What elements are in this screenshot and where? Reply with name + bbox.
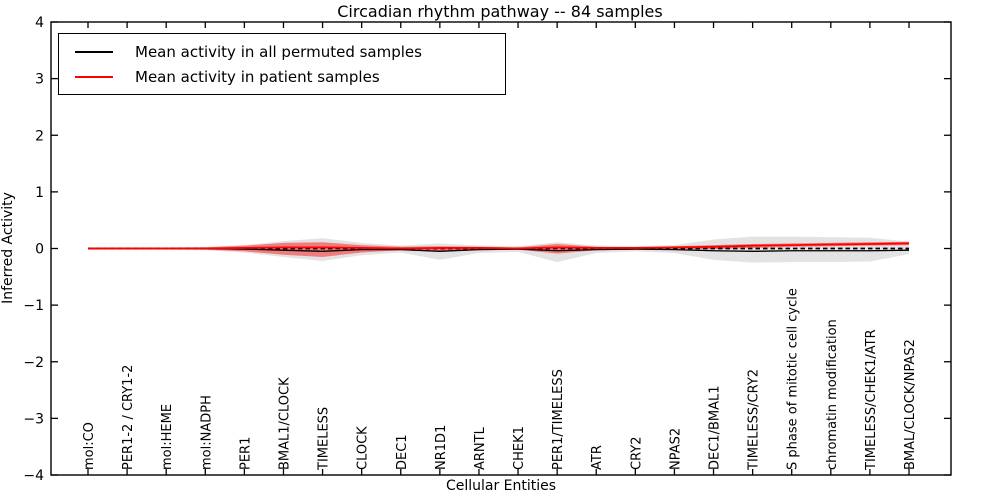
y-tick-label: −2 xyxy=(23,355,44,371)
legend-entry-permuted: Mean activity in all permuted samples xyxy=(75,43,505,61)
x-category-label: NPAS2 xyxy=(668,428,683,470)
x-category-label: chromatin modification xyxy=(825,319,840,470)
x-category-label: mol:NADPH xyxy=(199,395,214,470)
x-category-label: PER1-2 / CRY1-2 xyxy=(121,365,136,470)
y-tick-label: 1 xyxy=(35,185,44,201)
y-tick-label: 0 xyxy=(35,242,44,258)
x-axis-label: Cellular Entities xyxy=(445,478,557,494)
y-tick-label: −4 xyxy=(23,468,44,484)
x-category-label: S phase of mitotic cell cycle xyxy=(786,288,801,470)
y-tick-label: −3 xyxy=(23,411,44,427)
y-axis-label: Inferred Activity xyxy=(0,192,16,304)
legend: Mean activity in all permuted samples Me… xyxy=(58,33,506,95)
legend-label-permuted: Mean activity in all permuted samples xyxy=(135,42,422,61)
x-category-label: CRY2 xyxy=(629,437,644,471)
x-category-label: PER1 xyxy=(238,437,253,470)
legend-line-black xyxy=(75,50,113,53)
x-category-label: TIMELESS xyxy=(317,407,332,471)
y-tick-label: 4 xyxy=(35,15,44,31)
x-category-label: BMAL/CLOCK/NPAS2 xyxy=(903,339,918,470)
x-category-label: CHEK1 xyxy=(512,426,527,470)
x-category-label: TIMELESS/CRY2 xyxy=(747,369,762,471)
x-category-label: mol:HEME xyxy=(160,404,175,470)
x-category-label: ARNTL xyxy=(473,426,488,470)
chart-title: Circadian rhythm pathway -- 84 samples xyxy=(337,2,663,21)
x-category-label: mol:CO xyxy=(82,422,97,470)
legend-line-red xyxy=(75,75,113,78)
x-category-label: DEC1/BMAL1 xyxy=(708,386,723,471)
y-tick-label: 3 xyxy=(35,72,44,88)
legend-entry-patient: Mean activity in patient samples xyxy=(75,68,505,86)
y-tick-label: 2 xyxy=(35,128,44,144)
x-category-label: BMAL1/CLOCK xyxy=(277,377,292,470)
x-category-label: CLOCK xyxy=(356,426,371,470)
legend-label-patient: Mean activity in patient samples xyxy=(135,67,380,86)
x-category-label: NR1D1 xyxy=(434,425,449,470)
patient-mean-line xyxy=(88,242,910,250)
y-tick-label: −1 xyxy=(23,298,44,314)
x-category-label: TIMELESS/CHEK1/ATR xyxy=(864,329,879,471)
x-category-label: DEC1 xyxy=(395,434,410,470)
x-category-label: ATR xyxy=(590,445,605,470)
x-category-label: PER1/TIMELESS xyxy=(551,369,566,470)
